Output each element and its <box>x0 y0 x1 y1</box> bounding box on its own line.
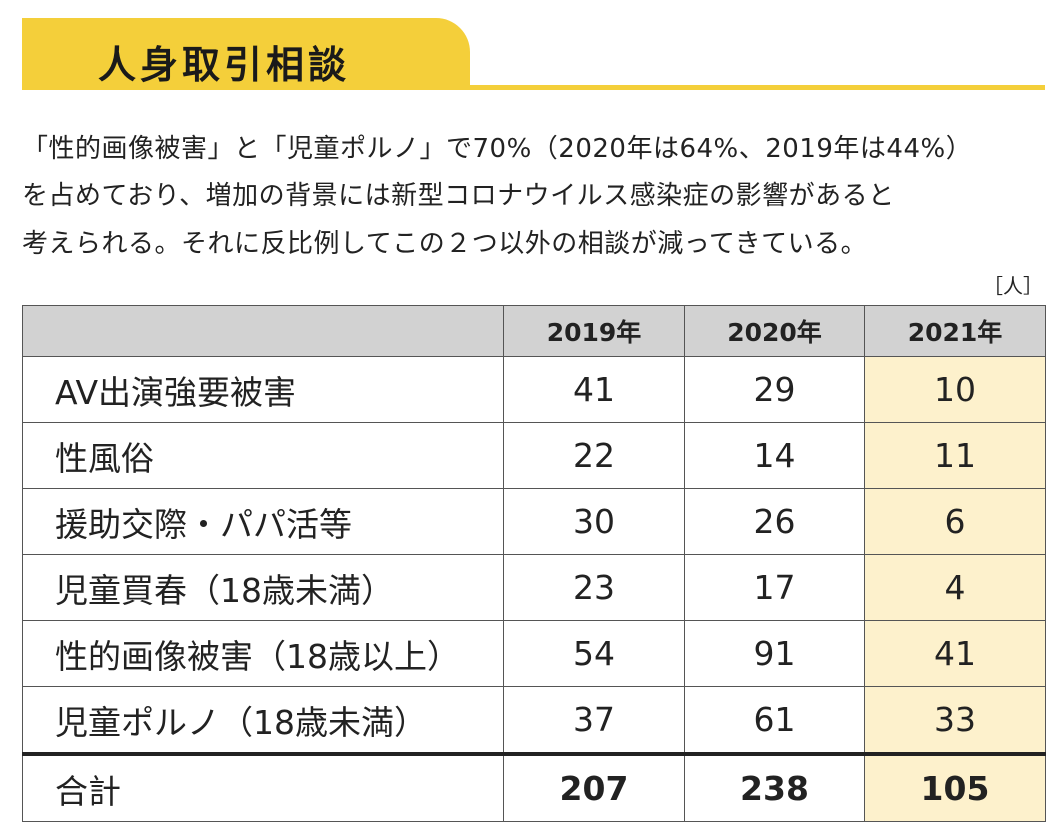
row-label: 児童ポルノ（18歳未満） <box>22 686 504 755</box>
value-cell: 91 <box>684 620 865 687</box>
unit: ［人］ <box>983 274 1043 298</box>
value-cell: 11 <box>864 422 1046 489</box>
value-cell: 61 <box>684 686 865 755</box>
value-cell: 54 <box>503 620 685 687</box>
row-label: 合計 <box>22 752 504 822</box>
row-label: 児童買春（18歳未満） <box>22 554 504 621</box>
value-cell: 41 <box>864 620 1046 687</box>
row-label: 性風俗 <box>22 422 504 489</box>
data-row: 援助交際・パパ活等 30 26 6 <box>22 488 1046 555</box>
column-header: 2019年 <box>503 305 685 357</box>
value-cell: 33 <box>864 686 1046 755</box>
value-cell: 14 <box>684 422 865 489</box>
value-cell: 238 <box>684 752 865 822</box>
value-cell: 105 <box>864 752 1046 822</box>
row-label: 援助交際・パパ活等 <box>22 488 504 555</box>
data-row: 児童ポルノ（18歳未満） 37 61 33 <box>22 686 1046 755</box>
value-cell: 37 <box>503 686 685 755</box>
description-line: 考えられる。それに反比例してこの２つ以外の相談が減ってきている。 <box>22 229 868 259</box>
value-cell: 41 <box>503 356 685 423</box>
value-cell: 4 <box>864 554 1046 621</box>
title: 人身取引相談 <box>98 43 351 87</box>
column-header: 2020年 <box>684 305 865 357</box>
value-cell: 10 <box>864 356 1046 423</box>
value-cell: 6 <box>864 488 1046 555</box>
title-tab <box>22 18 470 86</box>
corner-cell <box>22 305 504 357</box>
total-row: 合計 207 238 105 <box>22 752 1046 822</box>
table: 2019年 2020年 2021年 AV出演強要被害 41 29 10 性風俗 22 14 11 援… <box>22 305 1046 822</box>
header-row: 2019年 2020年 2021年 <box>22 305 1046 357</box>
row-label: AV出演強要被害 <box>22 356 504 423</box>
row-label: 性的画像被害（18歳以上） <box>22 620 504 687</box>
data-row: 児童買春（18歳未満） 23 17 4 <box>22 554 1046 621</box>
value-cell: 26 <box>684 488 865 555</box>
value-cell: 30 <box>503 488 685 555</box>
description-line: を占めており、増加の背景には新型コロナウイルス感染症の影響があると <box>22 181 895 211</box>
column-header: 2021年 <box>864 305 1046 357</box>
value-cell: 29 <box>684 356 865 423</box>
value-cell: 23 <box>503 554 685 621</box>
data-row: 性的画像被害（18歳以上） 54 91 41 <box>22 620 1046 687</box>
description-line: 「性的画像被害」と「児童ポルノ」で70%（2020年は64%、2019年は44%… <box>22 134 973 164</box>
data-row: 性風俗 22 14 11 <box>22 422 1046 489</box>
title-rule <box>22 85 1045 90</box>
value-cell: 22 <box>503 422 685 489</box>
data-row: AV出演強要被害 41 29 10 <box>22 356 1046 423</box>
value-cell: 207 <box>503 752 685 822</box>
value-cell: 17 <box>684 554 865 621</box>
